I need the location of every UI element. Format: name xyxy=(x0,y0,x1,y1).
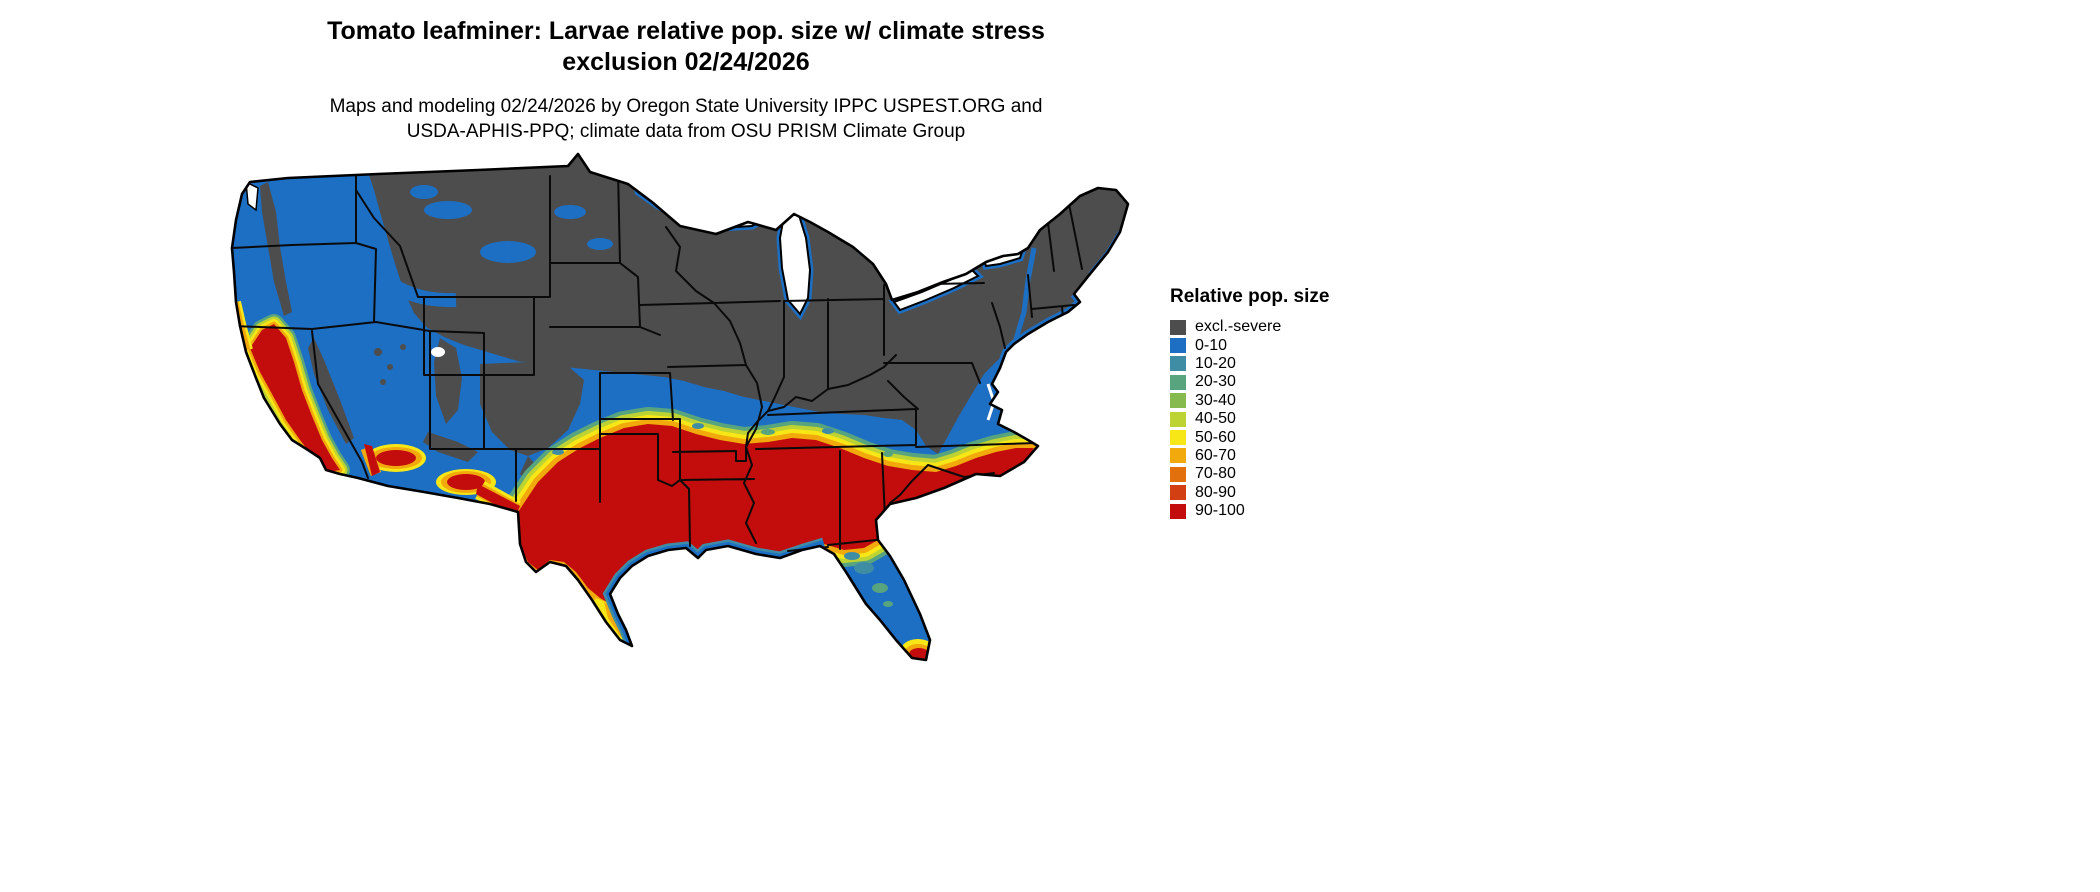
legend-label: 50-60 xyxy=(1195,428,1236,446)
legend-entry: 70-80 xyxy=(1170,465,1400,483)
legend-entry: 80-90 xyxy=(1170,484,1400,502)
us-map-container xyxy=(228,152,1142,665)
legend-entry: 60-70 xyxy=(1170,447,1400,465)
legend-entry: 40-50 xyxy=(1170,410,1400,428)
legend-swatch xyxy=(1170,393,1186,409)
legend-entry: 10-20 xyxy=(1170,355,1400,373)
map-subtitle-line2: USDA-APHIS-PPQ; climate data from OSU PR… xyxy=(406,121,966,142)
legend-label: 10-20 xyxy=(1195,354,1236,372)
us-map xyxy=(230,152,1130,662)
legend-swatch xyxy=(1170,356,1186,372)
map-title-line2: exclusion 02/24/2026 xyxy=(562,48,810,76)
arizona-new-mexico-hot-spots xyxy=(360,444,521,519)
legend-swatch xyxy=(1170,374,1186,390)
legend-swatch xyxy=(1170,448,1186,464)
legend-swatch xyxy=(1170,503,1186,519)
legend-swatch xyxy=(1170,319,1186,335)
map-title: Tomato leafminer: Larvae relative pop. s… xyxy=(0,16,1372,78)
legend-label: 20-30 xyxy=(1195,373,1236,391)
legend-swatch xyxy=(1170,485,1186,501)
california-high-population-region xyxy=(232,300,354,482)
title-block: Tomato leafminer: Larvae relative pop. s… xyxy=(0,16,1372,144)
legend-entry: 50-60 xyxy=(1170,428,1400,446)
legend-swatch xyxy=(1170,338,1186,354)
legend-label: 40-50 xyxy=(1195,410,1236,428)
legend-swatch xyxy=(1170,430,1186,446)
legend-entry: 20-30 xyxy=(1170,373,1400,391)
legend: Relative pop. size excl.-severe 0-10 10-… xyxy=(1170,286,1400,520)
excluded-severe-region xyxy=(260,154,1128,454)
legend-label: 80-90 xyxy=(1195,483,1236,501)
legend-label: excl.-severe xyxy=(1195,318,1282,336)
legend-label: 30-40 xyxy=(1195,391,1236,409)
legend-label: 90-100 xyxy=(1195,502,1245,520)
legend-swatch xyxy=(1170,466,1186,482)
legend-entry: excl.-severe xyxy=(1170,318,1400,336)
us-outline xyxy=(230,152,1130,662)
legend-entry: 30-40 xyxy=(1170,392,1400,410)
high-population-region-south xyxy=(501,407,1051,644)
legend-label: 0-10 xyxy=(1195,336,1228,354)
legend-entry: 0-10 xyxy=(1170,336,1400,354)
legend-swatch xyxy=(1170,411,1186,427)
legend-label: 70-80 xyxy=(1195,465,1236,483)
legend-entry: 90-100 xyxy=(1170,502,1400,520)
lake-michigan xyxy=(776,207,814,321)
map-title-line1: Tomato leafminer: Larvae relative pop. s… xyxy=(327,17,1045,45)
map-subtitle: Maps and modeling 02/24/2026 by Oregon S… xyxy=(0,94,1372,144)
legend-label: 60-70 xyxy=(1195,446,1236,464)
legend-title: Relative pop. size xyxy=(1170,286,1330,307)
state-borders xyxy=(232,169,1083,552)
map-subtitle-line1: Maps and modeling 02/24/2026 by Oregon S… xyxy=(329,96,1043,117)
